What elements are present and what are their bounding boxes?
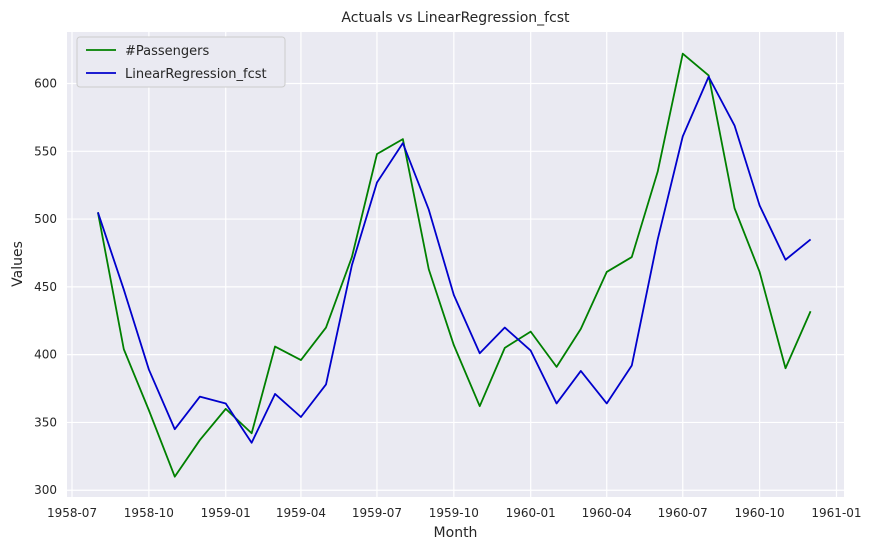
plot-area <box>67 32 844 497</box>
x-tick-labels: 1958-07 1958-10 1959-01 1959-04 1959-07 1959-… <box>47 506 862 520</box>
y-tick-label: 350 <box>34 415 57 429</box>
y-tick-label: 600 <box>34 77 57 91</box>
x-tick-label: 1959-01 <box>201 506 251 520</box>
x-tick-label: 1960-07 <box>658 506 708 520</box>
x-tick-label: 1958-10 <box>124 506 174 520</box>
y-tick-label: 400 <box>34 348 57 362</box>
legend: #Passengers LinearRegression_fcst <box>76 36 286 88</box>
series-lines <box>97 52 812 478</box>
x-tick-label: 1958-07 <box>47 506 97 520</box>
y-gridlines <box>67 82 844 491</box>
x-tick-label: 1959-07 <box>352 506 402 520</box>
y-tick-label: 500 <box>34 212 57 226</box>
series-line-linearregression-fcst <box>97 75 812 444</box>
y-tick-labels: 300 350 400 450 500 550 600 <box>34 77 57 498</box>
y-axis-label: Values <box>10 241 26 287</box>
y-tick-label: 550 <box>34 144 57 158</box>
x-gridlines <box>71 32 838 497</box>
y-tick-label: 300 <box>34 483 57 497</box>
x-tick-label: 1960-01 <box>506 506 556 520</box>
x-axis-label: Month <box>434 525 478 541</box>
y-tick-label: 450 <box>34 280 57 294</box>
chart-title: Actuals vs LinearRegression_fcst <box>341 10 570 26</box>
legend-label-passengers: #Passengers <box>125 44 209 59</box>
series-line-passengers <box>97 52 812 478</box>
x-tick-label: 1959-10 <box>429 506 479 520</box>
x-tick-label: 1959-04 <box>276 506 326 520</box>
legend-label-linearregression-fcst: LinearRegression_fcst <box>125 67 267 82</box>
x-tick-label: 1960-04 <box>582 506 632 520</box>
legend-box <box>76 36 286 88</box>
x-tick-label: 1961-01 <box>811 506 861 520</box>
x-tick-label: 1960-10 <box>735 506 785 520</box>
